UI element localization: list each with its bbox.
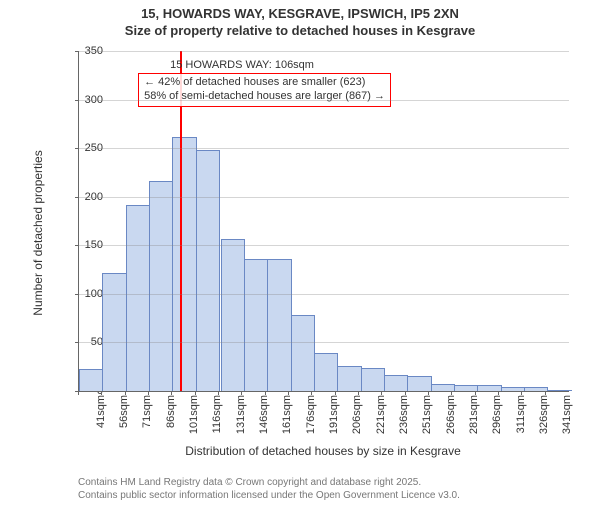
gridline xyxy=(79,342,569,343)
x-tick-label: 251sqm xyxy=(421,395,433,445)
x-tick-label: 266sqm xyxy=(445,395,457,445)
footer-line1: Contains HM Land Registry data © Crown c… xyxy=(78,477,460,490)
x-tick-label: 131sqm xyxy=(235,395,247,445)
histogram-bar xyxy=(149,181,173,391)
page-title-line1: 15, HOWARDS WAY, KESGRAVE, IPSWICH, IP5 … xyxy=(0,6,600,21)
y-tick-mark xyxy=(75,197,79,198)
histogram-chart: Number of detached properties 0501001502… xyxy=(0,46,600,456)
x-tick-label: 326sqm xyxy=(538,395,550,445)
x-tick-label: 206sqm xyxy=(351,395,363,445)
histogram-bar xyxy=(384,375,408,391)
histogram-bar xyxy=(407,376,431,391)
x-tick-mark xyxy=(78,391,79,395)
x-tick-label: 176sqm xyxy=(305,395,317,445)
histogram-bar xyxy=(102,273,126,391)
x-tick-label: 146sqm xyxy=(258,395,270,445)
y-axis-label: Number of detached properties xyxy=(31,83,45,383)
gridline xyxy=(79,197,569,198)
x-tick-label: 221sqm xyxy=(375,395,387,445)
histogram-bar xyxy=(431,384,455,391)
x-tick-label: 71sqm xyxy=(141,395,153,445)
x-tick-label: 341sqm xyxy=(561,395,573,445)
footer-line2: Contains public sector information licen… xyxy=(78,490,460,503)
marker-annotation-line1: ← 42% of detached houses are smaller (62… xyxy=(144,76,385,90)
histogram-bar xyxy=(196,150,220,391)
x-tick-label: 281sqm xyxy=(468,395,480,445)
histogram-bar xyxy=(361,368,385,391)
histogram-bar xyxy=(79,369,103,391)
x-tick-label: 311sqm xyxy=(515,395,527,445)
y-tick-mark xyxy=(75,100,79,101)
histogram-bar xyxy=(314,353,338,391)
x-tick-label: 161sqm xyxy=(281,395,293,445)
attribution-footer: Contains HM Land Registry data © Crown c… xyxy=(78,477,460,502)
gridline xyxy=(79,245,569,246)
x-tick-label: 296sqm xyxy=(491,395,503,445)
gridline xyxy=(79,51,569,52)
gridline xyxy=(79,100,569,101)
x-tick-label: 56sqm xyxy=(118,395,130,445)
y-tick-mark xyxy=(75,294,79,295)
x-axis-label: Distribution of detached houses by size … xyxy=(78,444,568,458)
histogram-bar xyxy=(126,205,150,391)
x-tick-label: 116sqm xyxy=(211,395,223,445)
x-tick-label: 86sqm xyxy=(165,395,177,445)
gridline xyxy=(79,148,569,149)
y-tick-mark xyxy=(75,342,79,343)
y-tick-mark xyxy=(75,51,79,52)
y-tick-mark xyxy=(75,245,79,246)
marker-annotation-box: ← 42% of detached houses are smaller (62… xyxy=(138,73,391,107)
plot-area: 15 HOWARDS WAY: 106sqm ← 42% of detached… xyxy=(78,51,569,392)
histogram-bar xyxy=(337,366,361,391)
histogram-bar xyxy=(221,239,245,391)
x-tick-label: 191sqm xyxy=(328,395,340,445)
x-tick-label: 41sqm xyxy=(95,395,107,445)
gridline xyxy=(79,294,569,295)
histogram-bar xyxy=(267,259,291,391)
x-tick-label: 101sqm xyxy=(188,395,200,445)
histogram-bar xyxy=(291,315,315,391)
marker-title: 15 HOWARDS WAY: 106sqm xyxy=(170,59,314,71)
x-tick-label: 236sqm xyxy=(398,395,410,445)
histogram-bar xyxy=(172,137,196,391)
marker-annotation-line2: 58% of semi-detached houses are larger (… xyxy=(144,90,385,104)
histogram-bar xyxy=(244,259,268,391)
page-title-line2: Size of property relative to detached ho… xyxy=(0,23,600,38)
y-tick-mark xyxy=(75,148,79,149)
